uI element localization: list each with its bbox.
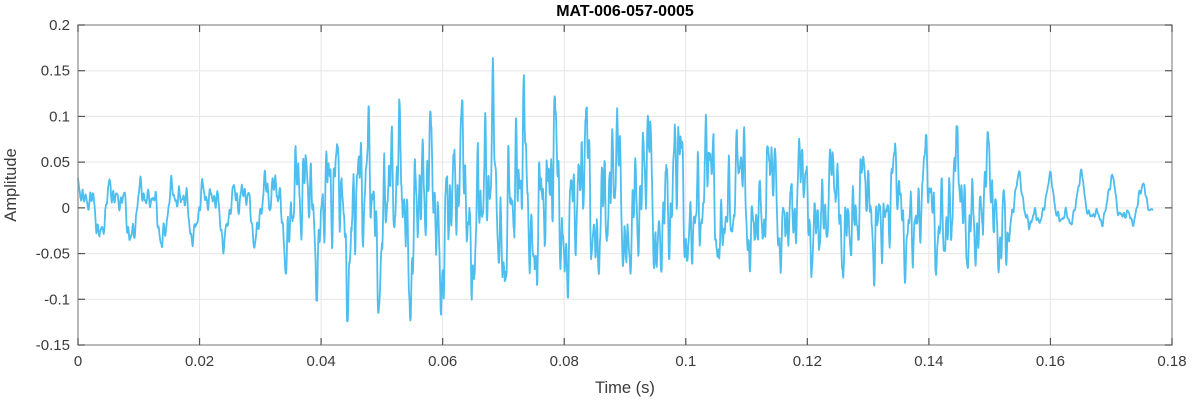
x-tick-label: 0.08 (550, 353, 579, 370)
axes-box (77, 24, 1173, 346)
waveform-line (77, 57, 1154, 323)
y-tick-label: -0.1 (44, 291, 70, 308)
x-tick-label: 0.02 (185, 353, 214, 370)
x-tick-label: 0 (74, 353, 82, 370)
x-tick-label: 0.06 (428, 353, 457, 370)
x-tick-label: 0.1 (675, 353, 696, 370)
chart-title: MAT-006-057-0005 (556, 3, 694, 20)
y-tick-label: -0.05 (36, 246, 70, 263)
y-tick-labels: -0.15 -0.1 -0.05 0 0.05 0.1 0.15 0.2 (36, 17, 70, 354)
y-tick-label: 0.2 (49, 17, 70, 34)
x-tick-label: 0.04 (307, 353, 336, 370)
x-tick-label: 0.14 (914, 353, 943, 370)
x-axis-label: Time (s) (595, 379, 655, 397)
x-tick-label: 0.18 (1157, 353, 1186, 370)
y-tick-label: 0 (62, 200, 70, 217)
axis-ticks (77, 24, 1173, 346)
y-axis-label: Amplitude (2, 148, 20, 221)
x-tick-labels: 0 0.02 0.04 0.06 0.08 0.1 0.12 0.14 0.16 0.18 (74, 353, 1187, 370)
x-tick-label: 0.12 (793, 353, 822, 370)
y-tick-label: 0.1 (49, 108, 70, 125)
y-tick-label: 0.05 (41, 154, 70, 171)
y-tick-label: 0.15 (41, 63, 70, 80)
x-tick-label: 0.16 (1036, 353, 1065, 370)
y-tick-label: -0.15 (36, 337, 70, 354)
